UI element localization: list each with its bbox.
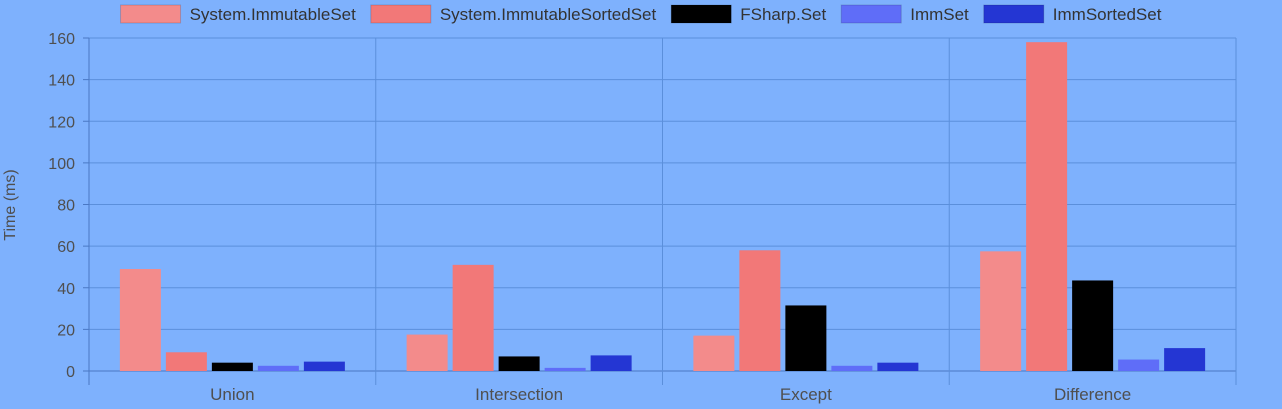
bar-immsortedset-except[interactable] — [877, 362, 919, 371]
bar-immset-difference[interactable] — [1118, 359, 1160, 371]
bar-immsortedset-intersection[interactable] — [590, 355, 632, 371]
x-tick-label: Intersection — [475, 385, 563, 404]
bar-immset-intersection[interactable] — [544, 367, 586, 371]
y-tick-label: 40 — [57, 281, 75, 298]
y-tick-label: 80 — [57, 198, 75, 215]
y-axis-title: Time (ms) — [2, 169, 19, 240]
bar-fsharp-set-except[interactable] — [785, 305, 827, 371]
bar-system-immutablesortedset-difference[interactable] — [1026, 42, 1068, 371]
legend-item[interactable]: FSharp.Set — [670, 4, 826, 24]
bar-fsharp-set-union[interactable] — [211, 362, 253, 371]
x-tick-label: Except — [780, 385, 832, 404]
y-tick-label: 100 — [48, 156, 75, 173]
bar-fsharp-set-difference[interactable] — [1072, 280, 1114, 371]
legend-label: System.ImmutableSortedSet — [440, 5, 657, 24]
legend-label: ImmSet — [910, 5, 969, 24]
bar-immset-except[interactable] — [831, 365, 873, 371]
bar-fsharp-set-intersection[interactable] — [498, 356, 540, 371]
bar-immsortedset-difference[interactable] — [1164, 348, 1206, 371]
bar-immset-union[interactable] — [257, 365, 299, 371]
legend-label: System.ImmutableSet — [190, 5, 357, 24]
y-tick-label: 160 — [48, 31, 75, 48]
bar-system-immutablesortedset-intersection[interactable] — [452, 264, 494, 371]
legend-swatch — [370, 4, 432, 24]
y-tick-label: 20 — [57, 322, 75, 339]
legend[interactable]: System.ImmutableSet System.ImmutableSorte… — [120, 4, 1162, 24]
bar-system-immutablesortedset-except[interactable] — [739, 250, 781, 371]
legend-label: FSharp.Set — [740, 5, 826, 24]
legend-item[interactable]: ImmSet — [840, 4, 969, 24]
bar-system-immutableset-union[interactable] — [119, 269, 161, 371]
bar-system-immutablesortedset-union[interactable] — [165, 352, 207, 371]
x-tick-label: Difference — [1054, 385, 1131, 404]
y-tick-label: 0 — [66, 364, 75, 381]
axis-layer: 0 20 40 60 80 100 120 140 160 Union Intersection Ex… — [48, 31, 1131, 404]
bars-layer — [119, 42, 1206, 371]
bar-system-immutableset-intersection[interactable] — [406, 334, 448, 371]
y-tick-label: 140 — [48, 73, 75, 90]
y-tick-label: 120 — [48, 114, 75, 131]
bar-system-immutableset-except[interactable] — [693, 335, 735, 371]
legend-item[interactable]: System.ImmutableSet — [120, 4, 357, 24]
bar-system-immutableset-difference[interactable] — [980, 251, 1022, 371]
legend-swatch — [840, 4, 902, 24]
y-tick-label: 60 — [57, 239, 75, 256]
legend-item[interactable]: System.ImmutableSortedSet — [370, 4, 657, 24]
legend-swatch — [670, 4, 732, 24]
legend-swatch — [120, 4, 182, 24]
bar-immsortedset-union[interactable] — [303, 361, 345, 371]
legend-item[interactable]: ImmSortedSet — [983, 4, 1162, 24]
legend-swatch — [983, 4, 1045, 24]
grid-layer — [88, 37, 1237, 385]
x-tick-label: Union — [210, 385, 254, 404]
legend-label: ImmSortedSet — [1053, 5, 1162, 24]
